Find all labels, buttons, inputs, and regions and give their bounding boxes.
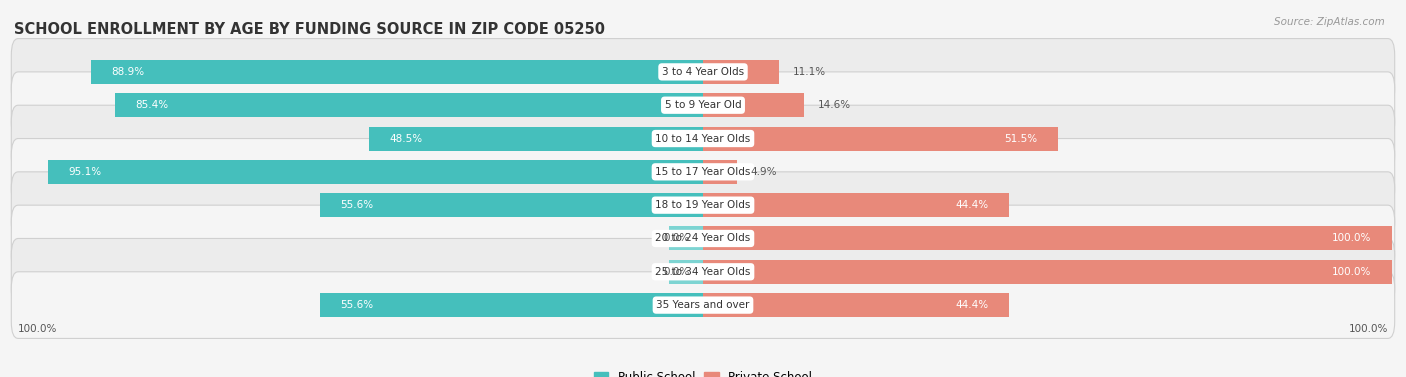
Text: 100.0%: 100.0% bbox=[1348, 324, 1388, 334]
Text: 11.1%: 11.1% bbox=[793, 67, 827, 77]
Bar bbox=[115, 93, 703, 117]
Legend: Public School, Private School: Public School, Private School bbox=[589, 366, 817, 377]
Bar bbox=[90, 60, 703, 84]
Bar bbox=[368, 127, 703, 150]
Bar bbox=[669, 260, 703, 284]
Text: 95.1%: 95.1% bbox=[69, 167, 101, 177]
FancyBboxPatch shape bbox=[11, 138, 1395, 205]
Text: 51.5%: 51.5% bbox=[1004, 133, 1038, 144]
FancyBboxPatch shape bbox=[11, 272, 1395, 339]
FancyBboxPatch shape bbox=[11, 205, 1395, 272]
Text: 85.4%: 85.4% bbox=[135, 100, 169, 110]
Text: 55.6%: 55.6% bbox=[340, 200, 374, 210]
Text: 100.0%: 100.0% bbox=[1331, 233, 1371, 244]
Bar bbox=[703, 193, 1010, 217]
Text: 0.0%: 0.0% bbox=[664, 267, 689, 277]
Text: 55.6%: 55.6% bbox=[340, 300, 374, 310]
Bar bbox=[321, 193, 703, 217]
Text: 10 to 14 Year Olds: 10 to 14 Year Olds bbox=[655, 133, 751, 144]
Text: 100.0%: 100.0% bbox=[1331, 267, 1371, 277]
Bar bbox=[669, 227, 703, 250]
Text: 48.5%: 48.5% bbox=[389, 133, 423, 144]
Text: SCHOOL ENROLLMENT BY AGE BY FUNDING SOURCE IN ZIP CODE 05250: SCHOOL ENROLLMENT BY AGE BY FUNDING SOUR… bbox=[14, 22, 605, 37]
Text: 5 to 9 Year Old: 5 to 9 Year Old bbox=[665, 100, 741, 110]
Bar bbox=[703, 227, 1392, 250]
Text: 100.0%: 100.0% bbox=[18, 324, 58, 334]
FancyBboxPatch shape bbox=[11, 105, 1395, 172]
FancyBboxPatch shape bbox=[11, 239, 1395, 305]
Text: 35 Years and over: 35 Years and over bbox=[657, 300, 749, 310]
Bar bbox=[703, 60, 779, 84]
Bar bbox=[703, 293, 1010, 317]
FancyBboxPatch shape bbox=[11, 72, 1395, 138]
Text: 4.9%: 4.9% bbox=[751, 167, 778, 177]
Text: 18 to 19 Year Olds: 18 to 19 Year Olds bbox=[655, 200, 751, 210]
Text: 3 to 4 Year Olds: 3 to 4 Year Olds bbox=[662, 67, 744, 77]
Text: 88.9%: 88.9% bbox=[111, 67, 145, 77]
Bar bbox=[703, 93, 804, 117]
Text: Source: ZipAtlas.com: Source: ZipAtlas.com bbox=[1274, 17, 1385, 27]
Text: 15 to 17 Year Olds: 15 to 17 Year Olds bbox=[655, 167, 751, 177]
Bar bbox=[703, 260, 1392, 284]
Bar bbox=[703, 127, 1057, 150]
Text: 25 to 34 Year Olds: 25 to 34 Year Olds bbox=[655, 267, 751, 277]
Bar bbox=[321, 293, 703, 317]
Text: 44.4%: 44.4% bbox=[955, 300, 988, 310]
Text: 0.0%: 0.0% bbox=[664, 233, 689, 244]
Text: 44.4%: 44.4% bbox=[955, 200, 988, 210]
Text: 20 to 24 Year Olds: 20 to 24 Year Olds bbox=[655, 233, 751, 244]
Bar bbox=[703, 160, 737, 184]
Text: 14.6%: 14.6% bbox=[817, 100, 851, 110]
FancyBboxPatch shape bbox=[11, 38, 1395, 105]
Bar bbox=[48, 160, 703, 184]
FancyBboxPatch shape bbox=[11, 172, 1395, 239]
